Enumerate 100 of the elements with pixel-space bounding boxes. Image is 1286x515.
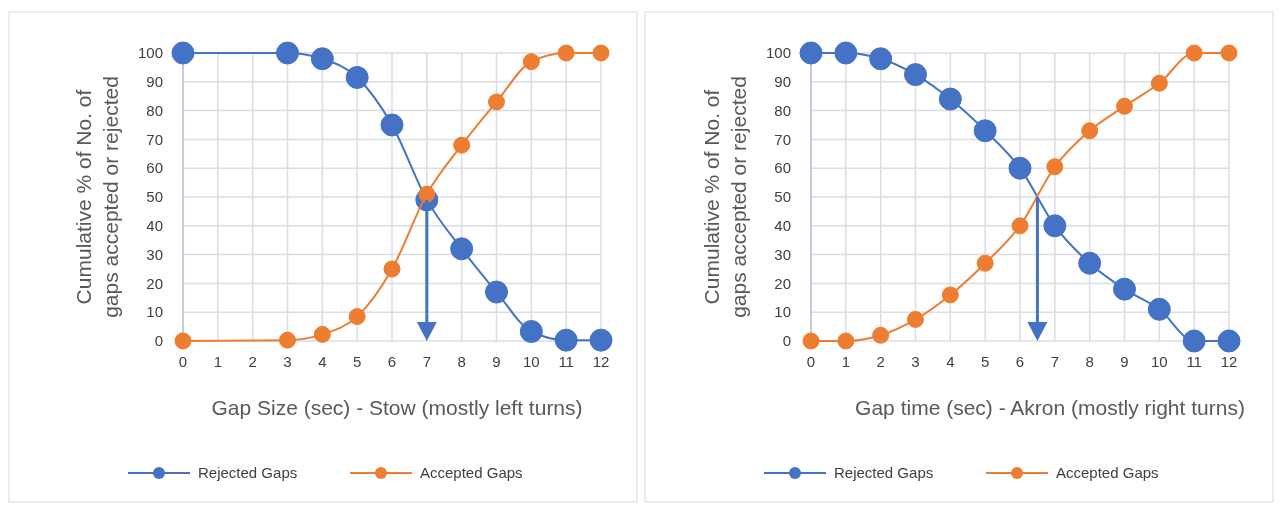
x-tick-label: 11: [1186, 353, 1202, 370]
x-axis-title: Gap time (sec) - Akron (mostly right turns): [855, 396, 1245, 419]
x-tick-label: 2: [876, 353, 885, 370]
point: [1008, 156, 1032, 180]
point: [872, 326, 890, 344]
point: [383, 260, 401, 278]
y-axis-title: Cumulative % of No. of gaps accepted or rejected: [699, 76, 751, 318]
x-tick-label: 1: [841, 353, 851, 370]
point: [522, 53, 540, 71]
y-tick-label: 100: [765, 44, 791, 62]
point: [485, 280, 508, 304]
y-tick-label: 30: [146, 245, 163, 263]
y-tick-label: 30: [774, 245, 791, 263]
point: [279, 331, 296, 349]
point: [380, 113, 404, 137]
y-tick-label: 50: [146, 188, 163, 206]
y-axis-title: Cumulative % of No. of gaps accepted or rejected: [71, 76, 123, 318]
point: [310, 47, 334, 71]
y-tick-label: 90: [774, 73, 791, 91]
legend-label: Accepted Gaps: [420, 464, 523, 482]
x-tick-label: 12: [592, 353, 610, 370]
y-tick-label: 80: [146, 101, 163, 119]
x-tick-label: 8: [457, 353, 466, 370]
point: [1046, 158, 1064, 176]
y-tick-label: 60: [774, 159, 791, 177]
point: [174, 332, 192, 350]
y-tick-label: 90: [146, 73, 163, 91]
legend-label: Rejected Gaps: [834, 464, 934, 482]
x-tick-label: 0: [806, 353, 816, 370]
x-tick-label: 5: [352, 353, 362, 370]
y-tick-label: 100: [137, 44, 163, 62]
point: [589, 328, 613, 352]
point: [557, 44, 575, 62]
y-tick-label: 20: [146, 274, 163, 292]
y-tick-label: 50: [774, 188, 791, 206]
point: [976, 254, 994, 272]
x-tick-label: 3: [283, 353, 292, 370]
x-tick-label: 9: [492, 353, 501, 370]
legend-label: Accepted Gaps: [1056, 464, 1159, 482]
y-tick-label: 10: [146, 303, 163, 321]
point: [171, 41, 195, 65]
x-tick-label: 4: [318, 353, 327, 370]
point: [1147, 297, 1171, 321]
point: [453, 136, 471, 154]
point: [592, 44, 610, 62]
point: [345, 65, 369, 89]
y-tick-label: 40: [774, 217, 791, 235]
point: [869, 47, 893, 71]
x-tick-label: 7: [1050, 353, 1060, 370]
y-tick-label: 60: [146, 159, 163, 177]
point: [1182, 329, 1206, 353]
point: [450, 237, 474, 261]
point: [1150, 74, 1168, 92]
x-tick-label: 3: [911, 353, 920, 370]
y-tick-label: 70: [774, 130, 791, 148]
point: [1220, 44, 1238, 62]
point: [1043, 214, 1067, 238]
point: [973, 119, 997, 143]
x-tick-label: 7: [422, 353, 432, 370]
point: [1011, 217, 1029, 235]
point: [1113, 277, 1136, 301]
y-tick-label: 40: [146, 217, 163, 235]
x-tick-label: 1: [213, 353, 223, 370]
point: [907, 310, 924, 328]
point: [802, 332, 820, 350]
x-tick-label: 0: [178, 353, 188, 370]
point: [519, 320, 543, 343]
point: [837, 332, 855, 350]
x-tick-label: 12: [1220, 353, 1238, 370]
legend-label: Rejected Gaps: [198, 464, 298, 482]
point: [313, 325, 331, 343]
point: [1078, 251, 1102, 275]
y-tick-label: 70: [146, 130, 163, 148]
y-tick-label: 80: [774, 101, 791, 119]
point: [1116, 97, 1133, 115]
x-tick-label: 9: [1120, 353, 1129, 370]
y-tick-label: 20: [774, 274, 791, 292]
point: [904, 63, 927, 87]
point: [554, 328, 578, 352]
y-tick-label: 0: [154, 332, 163, 350]
x-tick-label: 6: [387, 353, 397, 370]
x-tick-label: 10: [1150, 353, 1168, 370]
point: [799, 41, 823, 65]
point: [941, 286, 959, 304]
x-tick-label: 5: [980, 353, 990, 370]
y-tick-label: 0: [782, 332, 791, 350]
point: [834, 41, 858, 65]
point: [1217, 329, 1241, 353]
x-tick-label: 6: [1015, 353, 1025, 370]
point: [488, 93, 505, 111]
x-tick-label: 10: [522, 353, 540, 370]
point: [276, 41, 299, 65]
point: [1185, 44, 1203, 62]
y-tick-label: 10: [774, 303, 791, 321]
point: [348, 308, 366, 326]
point: [938, 87, 962, 111]
point: [1081, 122, 1099, 140]
x-tick-label: 2: [248, 353, 257, 370]
x-tick-label: 11: [558, 353, 574, 370]
x-axis-title: Gap Size (sec) - Stow (mostly left turns): [211, 396, 583, 419]
